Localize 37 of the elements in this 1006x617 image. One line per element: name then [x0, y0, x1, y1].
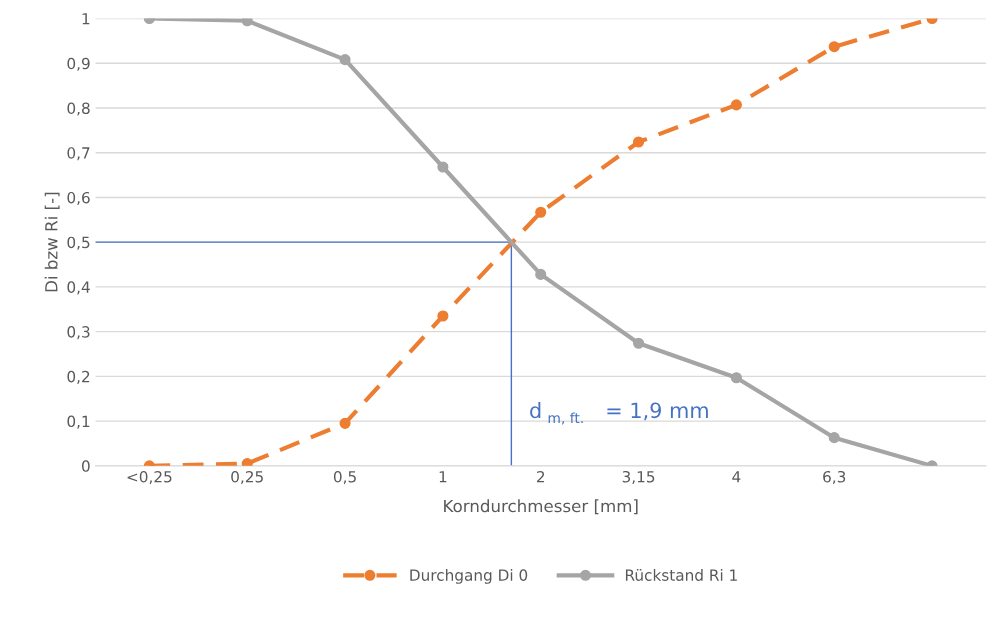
x-tick-label: 1	[439, 471, 447, 483]
legend-label: Durchgang Di 0	[410, 569, 528, 584]
point	[339, 417, 351, 429]
y-tick-label: 0,5	[67, 236, 90, 250]
x-tick-label: 6,3	[823, 470, 846, 485]
point	[535, 206, 547, 218]
x-tick-label: 0,25	[231, 470, 263, 485]
point	[241, 18, 253, 27]
y-tick-label: 0,4	[67, 281, 90, 295]
y-tick-label: 0,9	[67, 57, 90, 71]
y-tick-label: 0	[82, 460, 90, 472]
point	[633, 337, 645, 349]
x-tick-label: 4	[732, 471, 741, 483]
x-tick-label: <0,25	[127, 470, 172, 485]
y-tick-label: 0,3	[67, 326, 90, 340]
point	[828, 432, 840, 444]
point	[730, 99, 742, 111]
x-tick-label: 0,5	[333, 470, 356, 485]
point	[633, 136, 645, 148]
y-tick-label: 0,8	[67, 102, 90, 116]
point	[828, 41, 840, 53]
point	[535, 268, 547, 280]
y-axis-title: Di bzw Ri [-]	[44, 192, 60, 292]
x-tick-label: 3,15	[622, 470, 655, 485]
text: dm, ft. = 1,9 mm	[530, 402, 708, 425]
point	[437, 161, 449, 173]
y-tick-label: 0,7	[67, 147, 90, 161]
point	[730, 372, 742, 384]
y-tick-label: 0,6	[67, 191, 90, 206]
y-tick-label: 1	[82, 13, 90, 25]
y-tick-label: 0,2	[67, 370, 90, 384]
point	[437, 310, 449, 322]
y-tick-label: 0,1	[67, 415, 90, 429]
x-axis-title: Korndurchmesser [mm]	[444, 499, 638, 515]
x-tick-label: 2	[536, 470, 545, 483]
legend-label: Rückstand Ri 1	[625, 569, 737, 581]
point	[339, 54, 351, 66]
